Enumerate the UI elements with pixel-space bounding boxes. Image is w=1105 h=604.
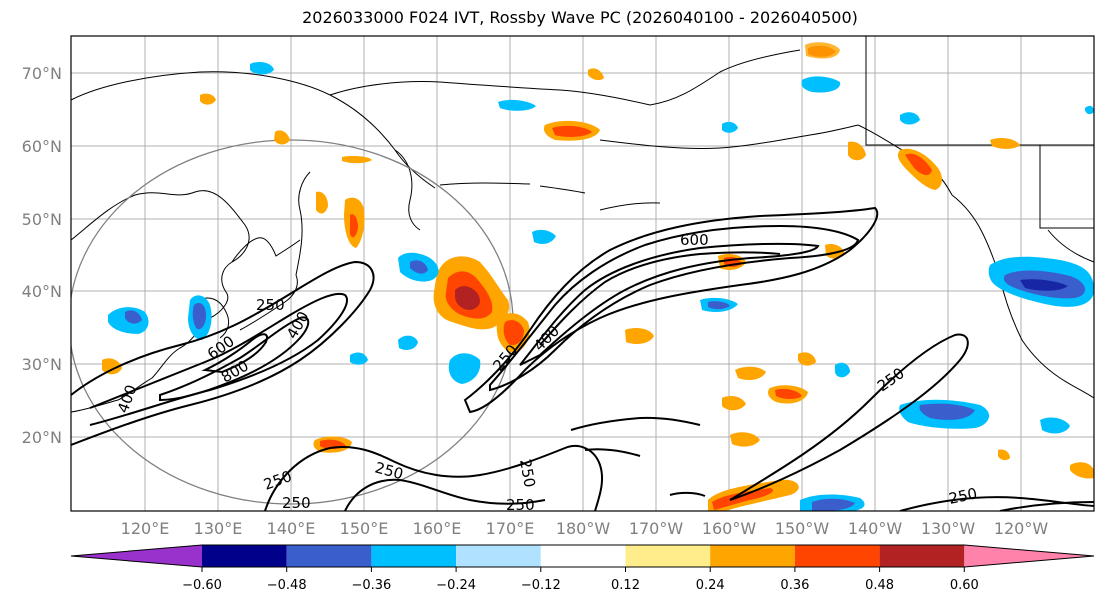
graticule: [71, 36, 1094, 511]
lon-label: 120°W: [994, 519, 1049, 538]
contour-label: 250: [506, 496, 535, 514]
colorbar-tick-label: −0.48: [267, 578, 307, 593]
lon-label: 140°E: [267, 519, 316, 538]
colorbar-tick-label: 0.60: [950, 578, 979, 593]
longitude-labels: 120°E 130°E 140°E 150°E 160°E 170°E 180°…: [121, 519, 1049, 538]
colorbar-tick-label: 0.36: [780, 578, 809, 593]
colorbar-segment: [879, 545, 965, 567]
lat-label: 70°N: [22, 64, 62, 83]
coastlines: [71, 36, 1094, 413]
lat-label: 20°N: [22, 428, 62, 447]
contour-label: 250: [947, 484, 979, 508]
lon-label: 180°W: [556, 519, 611, 538]
lon-label: 150°W: [775, 519, 830, 538]
contour-label-group: 250 400 600 800 400 600 400 250 250 250 …: [114, 231, 979, 514]
lon-label: 160°E: [413, 519, 462, 538]
colorbar-segment: [710, 545, 795, 567]
colorbar-max-extension: [964, 545, 1094, 567]
lon-label: 170°W: [629, 519, 684, 538]
colorbar-tick-label: 0.24: [696, 578, 725, 593]
colorbar-tick-label: −0.60: [182, 578, 222, 593]
map-frame: [70, 35, 1095, 512]
lon-label: 120°E: [121, 519, 170, 538]
ivt-contours: [71, 206, 1094, 511]
colorbar-segment: [625, 545, 711, 567]
lat-label: 40°N: [22, 282, 62, 301]
colorbar-segment: [371, 545, 457, 567]
contour-label: 250: [282, 494, 311, 512]
lon-label: 170°E: [486, 519, 535, 538]
contour-label: 600: [680, 231, 709, 249]
colorbar-tick-label: −0.36: [351, 578, 391, 593]
colorbar-segment: [794, 545, 880, 567]
colorbar-min-extension: [71, 545, 202, 567]
colorbar-tick-label: 0.12: [611, 578, 640, 593]
colorbar-segment: [540, 545, 626, 567]
colorbar-tick-label: −0.12: [521, 578, 561, 593]
colorbar-tick-label: −0.24: [436, 578, 476, 593]
colorbar: −0.60 −0.48 −0.36 −0.24 −0.12 0.12 0.24 …: [70, 544, 1095, 593]
contour-label: 250: [516, 458, 539, 489]
anomaly-shading: [102, 42, 1094, 511]
colorbar-segment: [202, 545, 287, 567]
lat-label: 50°N: [22, 210, 62, 229]
colorbar-segment: [456, 545, 541, 567]
colorbar-segment: [286, 545, 372, 567]
lon-label: 160°W: [702, 519, 757, 538]
lat-label: 30°N: [22, 355, 62, 374]
lat-label: 60°N: [22, 137, 62, 156]
colorbar-tick-label: 0.48: [865, 578, 894, 593]
lon-label: 150°E: [340, 519, 389, 538]
contour-label: 250: [256, 296, 285, 314]
map-title: 2026033000 F024 IVT, Rossby Wave PC (202…: [302, 8, 858, 27]
lon-label: 130°W: [921, 519, 976, 538]
lon-label: 140°W: [848, 519, 903, 538]
lon-label: 130°E: [194, 519, 243, 538]
latitude-labels: 70°N 60°N 50°N 40°N 30°N 20°N: [22, 64, 62, 447]
